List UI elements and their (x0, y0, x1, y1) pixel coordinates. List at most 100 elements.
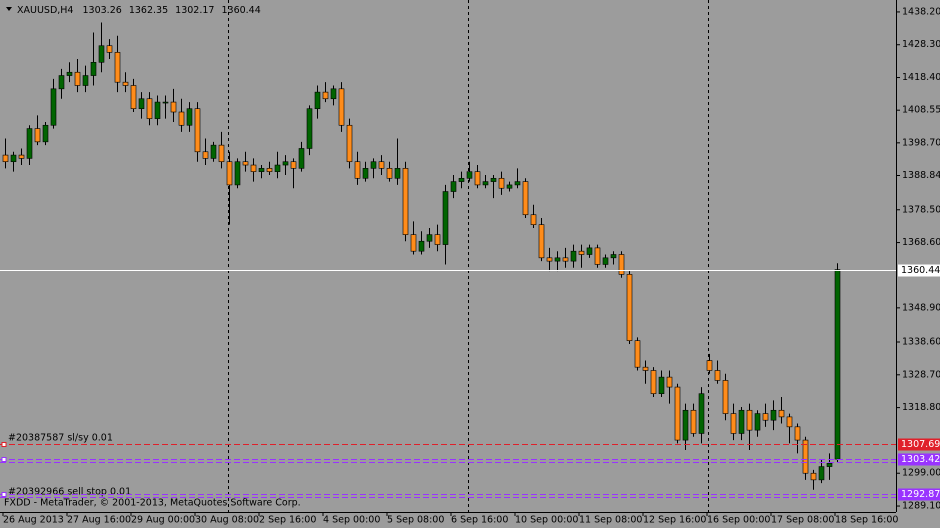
candle-body (450, 181, 457, 192)
candle-body (146, 98, 153, 119)
candle-body (770, 409, 777, 421)
candle-body (218, 144, 225, 163)
order-label: #20392966 sell stop 0.01 (8, 487, 131, 498)
candle-body (594, 247, 601, 265)
candle-body (610, 254, 617, 259)
candle-body (402, 168, 409, 235)
candle-body (362, 168, 369, 179)
x-tick-label: 5 Sep 08:00 (387, 515, 444, 526)
candle-body (714, 370, 721, 381)
x-tick-label: 17 Sep 08:00 (771, 515, 834, 526)
y-tick-label: 1348.90 (902, 302, 940, 313)
candle-body (626, 274, 633, 341)
candle-body (754, 413, 761, 431)
level-marker (1, 457, 7, 462)
y-tick-label: 1408.55 (902, 105, 940, 116)
candle-body (26, 128, 33, 159)
candle-body (210, 144, 217, 159)
level-label-bg (898, 453, 940, 466)
candle-body (434, 234, 441, 245)
candle-body (322, 91, 329, 100)
candle-body (410, 234, 417, 252)
candle-body (274, 164, 281, 172)
candle-body (50, 88, 57, 126)
candle-body (306, 108, 313, 149)
candle-body (522, 181, 529, 216)
y-tick-label: 1299.00 (902, 468, 940, 479)
level-marker (1, 442, 7, 447)
candle-body (762, 413, 769, 421)
candle-body (474, 171, 481, 186)
candle-body (42, 124, 49, 143)
candle-body (674, 386, 681, 441)
x-tick-label: 10 Sep 00:00 (515, 515, 578, 526)
candle-body (330, 88, 337, 100)
candle-body (370, 161, 377, 169)
candle-body (642, 366, 649, 371)
candle-body (242, 161, 249, 166)
candle-body (58, 75, 65, 90)
candle-body (498, 177, 505, 189)
x-tick-label: 2 Sep 16:00 (259, 515, 316, 526)
candle-body (810, 472, 817, 481)
candle-body (234, 161, 241, 186)
candle-body (482, 181, 489, 186)
y-tick-label: 1368.60 (902, 237, 940, 248)
candle-body (426, 234, 433, 242)
level-marker (1, 492, 7, 497)
x-tick-label: 11 Sep 08:00 (579, 515, 642, 526)
plot (2, 22, 841, 490)
x-tick-label: 29 Aug 00:00 (131, 515, 195, 526)
candle-body (562, 257, 569, 262)
candle-body (570, 250, 577, 262)
x-tick-label: 16 Sep 00:00 (707, 515, 770, 526)
candle-body (834, 269, 841, 460)
ohlc-high: 1362.35 (129, 5, 168, 16)
candle-body (786, 416, 793, 428)
ohlc-low: 1302.17 (175, 5, 214, 16)
y-tick-label: 1428.30 (902, 39, 940, 50)
candle-body (586, 247, 593, 255)
candle-body (802, 439, 809, 474)
ohlc-open: 1303.26 (83, 5, 122, 16)
candle-body (250, 164, 257, 172)
candle-body (194, 108, 201, 153)
candle-body (442, 191, 449, 245)
candle-body (506, 184, 513, 189)
candle-body (730, 413, 737, 434)
candle-body (738, 409, 745, 434)
candle-body (698, 393, 705, 434)
candle-body (578, 250, 585, 255)
candle-body (82, 75, 89, 86)
x-tick-label: 30 Aug 08:00 (195, 515, 259, 526)
candle-body (826, 462, 833, 467)
order-label: #20387587 sl/sy 0.01 (8, 433, 113, 444)
candle-body (706, 360, 713, 371)
footer: FXDD - MetaTrader, © 2001-2013, MetaQuot… (4, 498, 301, 509)
candle-body (778, 409, 785, 418)
candle-body (2, 154, 9, 163)
candle-body (602, 257, 609, 265)
x-tick-label: 18 Sep 16:00 (835, 515, 898, 526)
candle-body (282, 161, 289, 166)
x-tick-label: 4 Sep 00:00 (323, 515, 380, 526)
candle-body (546, 257, 553, 262)
candle-body (298, 148, 305, 169)
level-label-bg (898, 438, 940, 451)
candle-body (466, 171, 473, 179)
chart-header: XAUUSD,H4 1303.26 1362.35 1302.17 1360.4… (17, 5, 261, 16)
candle-body (682, 409, 689, 441)
candle-body (690, 409, 697, 434)
candle-body (538, 224, 545, 259)
candle-body (354, 161, 361, 179)
x-tick-label: 6 Sep 16:00 (451, 515, 508, 526)
candle-body (290, 161, 297, 169)
candle-body (666, 376, 673, 388)
candle-body (458, 177, 465, 182)
candle-body (314, 91, 321, 109)
candle-body (378, 161, 385, 169)
candle-body (66, 71, 73, 76)
candle-body (338, 88, 345, 126)
candle-body (394, 168, 401, 179)
